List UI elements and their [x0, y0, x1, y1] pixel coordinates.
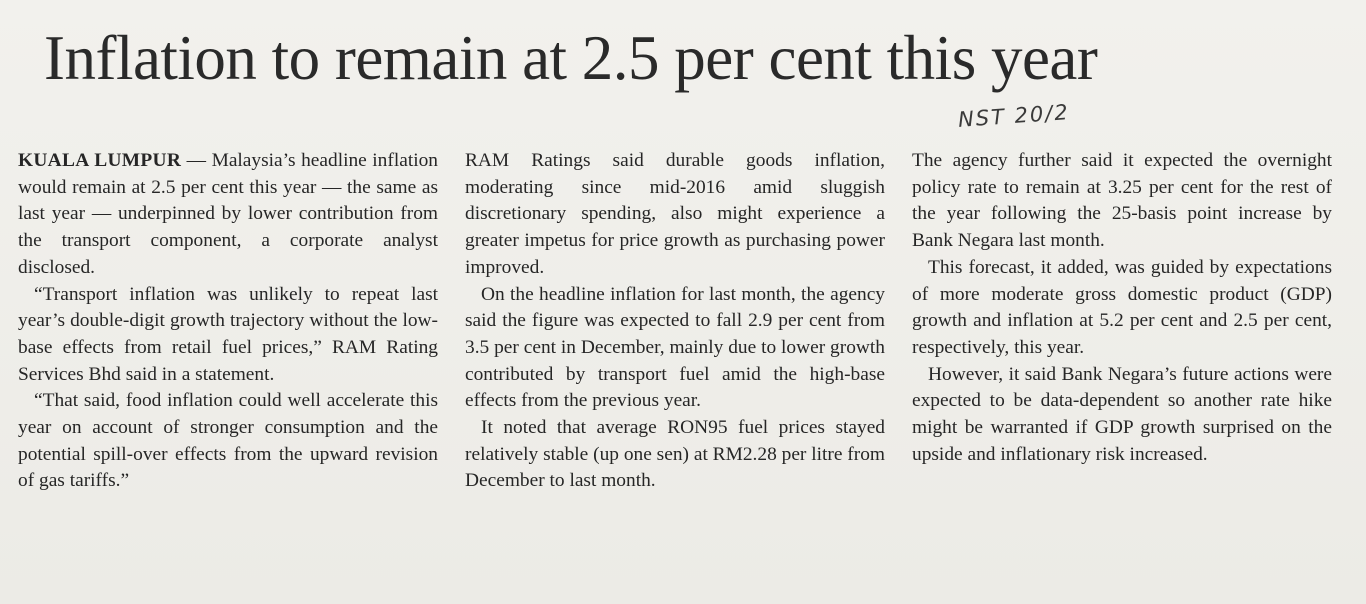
column: The agency further said it expected the …	[912, 148, 1332, 468]
column: RAM Ratings said durable goods inflation…	[465, 148, 885, 495]
paragraph-text: “That said, food inflation could well ac…	[18, 390, 438, 492]
paragraph-text: On the headline inflation for last month…	[465, 283, 885, 412]
paragraph: The agency further said it expected the …	[912, 148, 1332, 255]
paragraph-text: It noted that average RON95 fuel prices …	[465, 417, 886, 492]
headline: Inflation to remain at 2.5 per cent this…	[44, 23, 1098, 93]
paragraph: This forecast, it added, was guided by e…	[912, 255, 1332, 362]
paragraph: However, it said Bank Negara’s future ac…	[912, 362, 1332, 469]
paragraph: RAM Ratings said durable goods inflation…	[465, 148, 885, 282]
paragraph-text: “Transport inflation was unlikely to rep…	[18, 283, 438, 385]
column: KUALA LUMPUR — Malaysia’s headline infla…	[18, 148, 438, 495]
paragraph-text: — Malaysia’s headline inflation would re…	[18, 150, 438, 278]
paragraph: “That said, food inflation could well ac…	[18, 388, 438, 495]
paragraph-text: However, it said Bank Negara’s future ac…	[912, 363, 1332, 465]
paragraph: It noted that average RON95 fuel prices …	[465, 415, 885, 495]
paragraph: On the headline inflation for last month…	[465, 282, 885, 416]
paragraph: KUALA LUMPUR — Malaysia’s headline infla…	[18, 148, 438, 282]
handwritten-note: NST 20/2	[957, 100, 1071, 132]
paragraph: “Transport inflation was unlikely to rep…	[18, 282, 438, 389]
paragraph-text: RAM Ratings said durable goods inflation…	[465, 150, 885, 278]
paragraph-text: This forecast, it added, was guided by e…	[912, 256, 1332, 358]
paragraph-text: The agency further said it expected the …	[912, 150, 1332, 252]
dateline: KUALA LUMPUR	[18, 150, 182, 171]
